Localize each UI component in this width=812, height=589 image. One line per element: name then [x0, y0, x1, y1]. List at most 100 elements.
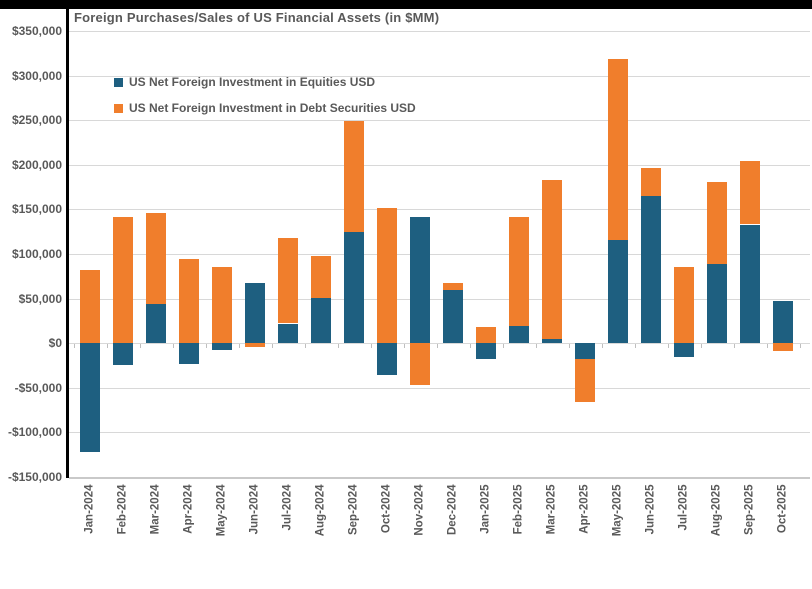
- y-axis-label: -$150,000: [7, 470, 62, 484]
- bar-segment-equities-Aug-2025: [707, 263, 727, 344]
- x-axis-label: Jan-2025: [479, 484, 492, 534]
- bar-segment-equities-Feb-2025: [509, 326, 529, 344]
- zero-axis-tick: [304, 344, 306, 348]
- bar-segment-debt-Aug-2024: [311, 255, 331, 298]
- x-axis-label: May-2025: [611, 484, 624, 537]
- gridline: [69, 120, 810, 121]
- debt-legend-swatch-icon: [114, 103, 123, 113]
- legend-item-equities: US Net Foreign Investment in Equities US…: [114, 75, 375, 89]
- zero-axis-tick: [205, 344, 207, 348]
- x-axis-label: Jan-2024: [83, 484, 96, 534]
- legend-label-debt: US Net Foreign Investment in Debt Securi…: [129, 101, 416, 115]
- zero-axis-tick: [535, 344, 537, 348]
- bar-segment-debt-Mar-2024: [146, 213, 166, 304]
- zero-axis-tick: [139, 344, 141, 348]
- zero-axis-tick: [733, 344, 735, 348]
- chart-title: Foreign Purchases/Sales of US Financial …: [74, 10, 440, 25]
- bar-segment-debt-Apr-2025: [575, 359, 595, 403]
- bar-segment-debt-Jun-2024: [245, 343, 265, 347]
- gridline: [69, 254, 810, 255]
- bar-segment-equities-Jan-2025: [476, 343, 496, 360]
- x-axis-label: Mar-2025: [545, 484, 558, 535]
- zero-axis-tick: [73, 344, 75, 348]
- bar-segment-equities-Dec-2024: [443, 289, 463, 344]
- bar-segment-equities-Jul-2024: [278, 323, 298, 344]
- y-axis-label: $50,000: [18, 292, 62, 306]
- y-axis-label: $150,000: [11, 202, 62, 216]
- bar-segment-debt-Sep-2025: [740, 161, 760, 225]
- zero-axis-tick: [469, 344, 471, 348]
- x-axis-label: Mar-2024: [149, 484, 162, 535]
- zero-axis-tick: [634, 344, 636, 348]
- gridline: [69, 299, 810, 300]
- x-axis-label: Jul-2024: [281, 484, 294, 531]
- bar-segment-equities-May-2024: [212, 343, 232, 351]
- gridline: [69, 209, 810, 210]
- bar-segment-equities-Aug-2024: [311, 297, 331, 344]
- bar-segment-debt-Mar-2025: [542, 180, 562, 339]
- zero-axis-tick: [568, 344, 570, 348]
- x-axis-label: Jul-2025: [677, 484, 690, 531]
- y-axis-label: $0: [48, 336, 62, 350]
- bar-segment-debt-Jul-2025: [674, 266, 694, 344]
- x-axis-label: Feb-2025: [512, 484, 525, 535]
- zero-axis-tick: [667, 344, 669, 348]
- bar-segment-equities-Jun-2025: [641, 196, 661, 344]
- y-axis-line: [66, 9, 69, 478]
- bar-segment-equities-Jun-2024: [245, 283, 265, 344]
- bar-segment-equities-Oct-2025: [773, 301, 793, 344]
- gridline: [69, 432, 810, 433]
- y-axis-label: -$50,000: [14, 381, 62, 395]
- gridline: [69, 165, 810, 166]
- x-axis-label: Oct-2025: [776, 484, 789, 534]
- zero-axis-tick: [370, 344, 372, 348]
- zero-axis-tick: [766, 344, 768, 348]
- x-axis-label: Feb-2024: [116, 484, 129, 535]
- legend-item-debt: US Net Foreign Investment in Debt Securi…: [114, 101, 416, 115]
- bar-segment-debt-Nov-2024: [410, 343, 430, 386]
- gridline: [69, 31, 810, 32]
- bar-segment-debt-Apr-2024: [179, 259, 199, 344]
- y-axis-label: -$100,000: [7, 425, 62, 439]
- zero-axis-tick: [700, 344, 702, 348]
- bar-segment-debt-Feb-2024: [113, 217, 133, 344]
- bar-segment-debt-Jan-2025: [476, 327, 496, 344]
- x-axis-label: Jun-2024: [248, 484, 261, 535]
- bar-segment-equities-Jul-2025: [674, 343, 694, 358]
- y-axis-label: $300,000: [11, 69, 62, 83]
- gridline: [69, 388, 810, 389]
- bar-segment-debt-Jul-2024: [278, 237, 298, 324]
- bar-segment-equities-May-2025: [608, 239, 628, 344]
- x-axis-label: Sep-2025: [743, 484, 756, 536]
- bar-segment-debt-May-2025: [608, 58, 628, 240]
- bar-segment-equities-Jan-2024: [80, 343, 100, 452]
- bar-segment-equities-Sep-2025: [740, 224, 760, 344]
- y-axis-label: $200,000: [11, 158, 62, 172]
- zero-axis-tick: [271, 344, 273, 348]
- top-border: [0, 0, 812, 9]
- x-axis-label: Sep-2024: [347, 484, 360, 536]
- y-axis-label: $100,000: [11, 247, 62, 261]
- bar-segment-equities-Sep-2024: [344, 231, 364, 344]
- gridline: [69, 76, 810, 77]
- bar-segment-debt-Jan-2024: [80, 270, 100, 344]
- bar-segment-equities-Feb-2024: [113, 343, 133, 366]
- bar-segment-debt-Sep-2024: [344, 121, 364, 232]
- bar-segment-debt-Feb-2025: [509, 217, 529, 327]
- bar-segment-debt-Oct-2025: [773, 343, 793, 352]
- bar-segment-debt-May-2024: [212, 266, 232, 344]
- x-axis-label: Apr-2025: [578, 484, 591, 534]
- zero-axis-tick: [172, 344, 174, 348]
- gridline: [69, 343, 810, 344]
- y-axis-label: $350,000: [11, 24, 62, 38]
- x-axis-label: Aug-2025: [710, 484, 723, 537]
- equities-legend-swatch-icon: [114, 77, 123, 87]
- zero-axis-tick: [502, 344, 504, 348]
- zero-axis-tick: [403, 344, 405, 348]
- zero-axis-tick: [601, 344, 603, 348]
- bar-segment-equities-Mar-2025: [542, 338, 562, 344]
- bar-segment-debt-Aug-2025: [707, 181, 727, 264]
- y-axis-label: $250,000: [11, 113, 62, 127]
- x-axis-label: Apr-2024: [182, 484, 195, 534]
